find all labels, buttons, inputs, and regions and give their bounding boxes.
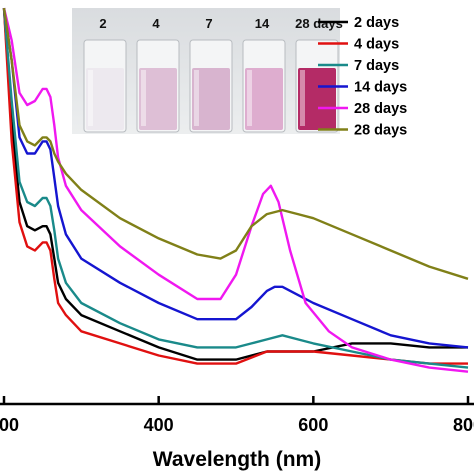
legend: 2 days 4 days 7 days 14 days 28 days 28 days	[318, 15, 407, 139]
vial: 2	[83, 16, 127, 133]
x-tick-label: 200	[0, 415, 19, 435]
series-line-1	[2, 8, 468, 365]
legend-label: 2 days	[354, 15, 399, 31]
vial-label: 7	[205, 16, 212, 31]
x-tick-label: 400	[144, 415, 174, 435]
vial-liquid	[298, 68, 336, 130]
vial-photo-inset: 2 4 7 14 28 days	[72, 8, 343, 134]
vial-label: 4	[152, 16, 160, 31]
series-line-3	[2, 7, 469, 349]
vial-highlight	[247, 70, 252, 126]
vial: 7	[189, 16, 233, 133]
series-line-4	[2, 7, 469, 373]
vial-highlight	[88, 70, 93, 126]
vial-highlight	[300, 70, 305, 126]
vial-highlight	[141, 70, 146, 126]
vial-highlight	[194, 70, 199, 126]
legend-label: 4 days	[354, 37, 399, 53]
vial: 4	[136, 16, 180, 133]
legend-label: 28 days	[354, 101, 407, 117]
x-axis-title: Wavelength (nm)	[153, 448, 321, 471]
legend-label: 28 days	[354, 123, 407, 139]
series-lines	[2, 7, 469, 373]
series-line-0	[2, 8, 468, 361]
legend-label: 7 days	[354, 58, 399, 74]
x-tick-label: 800	[453, 415, 474, 435]
vials: 2 4 7 14 28 days	[83, 16, 343, 133]
series-line-5	[2, 7, 469, 280]
vial-liquid	[139, 68, 177, 130]
legend-label: 14 days	[354, 80, 407, 96]
vial-liquid	[245, 68, 283, 130]
vial-liquid	[86, 68, 124, 130]
vial-label: 2	[99, 16, 106, 31]
x-tick-label: 600	[298, 415, 328, 435]
vial: 14	[242, 16, 286, 133]
vial-label: 14	[255, 16, 270, 31]
vial-liquid	[192, 68, 230, 130]
x-axis-ticks: 200 400 600 800	[0, 396, 474, 435]
series-line-2	[2, 8, 469, 369]
vial-label: 28 days	[295, 16, 343, 31]
